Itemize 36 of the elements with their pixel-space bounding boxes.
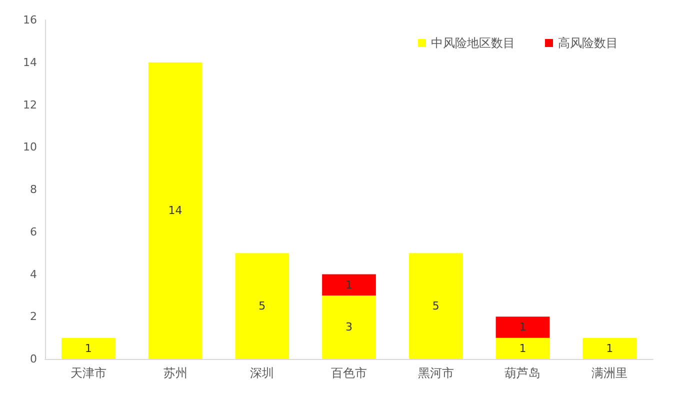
x-tick-label: 深圳 xyxy=(250,366,274,380)
data-label: 1 xyxy=(346,278,352,292)
y-tick-label: 16 xyxy=(23,14,37,26)
x-tick-label: 百色市 xyxy=(331,366,367,380)
data-label: 5 xyxy=(258,300,266,313)
data-label: 1 xyxy=(606,342,614,355)
bar xyxy=(62,338,116,359)
bar xyxy=(496,338,550,359)
data-label: 1 xyxy=(84,342,92,355)
data-label: 5 xyxy=(432,300,440,313)
legend-label: 中风险地区数目 xyxy=(431,36,515,50)
y-tick-label: 2 xyxy=(30,310,37,324)
y-tick-label: 14 xyxy=(23,56,37,69)
y-tick-label: 10 xyxy=(23,140,37,154)
x-tick-label: 黑河市 xyxy=(418,366,454,380)
bar xyxy=(322,274,376,296)
y-tick-label: 4 xyxy=(30,268,37,281)
x-tick-label: 天津市 xyxy=(70,366,106,380)
data-label: 1 xyxy=(519,320,526,334)
bar xyxy=(322,295,376,359)
bar xyxy=(496,316,550,338)
y-tick-label: 12 xyxy=(23,98,37,112)
x-tick-label: 满洲里 xyxy=(592,366,628,380)
bar xyxy=(235,253,290,359)
y-tick-label: 6 xyxy=(30,225,37,238)
data-label: 14 xyxy=(168,204,182,218)
bar xyxy=(148,62,202,359)
bar xyxy=(582,338,636,359)
x-tick-label: 葫芦岛 xyxy=(504,366,541,380)
y-tick-label: 8 xyxy=(30,183,37,196)
data-label: 1 xyxy=(519,342,526,355)
bar xyxy=(408,253,463,359)
data-label: 3 xyxy=(346,320,352,334)
y-tick-label: 0 xyxy=(30,352,37,366)
legend-label: 高风险数目 xyxy=(558,36,618,50)
x-tick-label: 苏州 xyxy=(163,366,188,380)
